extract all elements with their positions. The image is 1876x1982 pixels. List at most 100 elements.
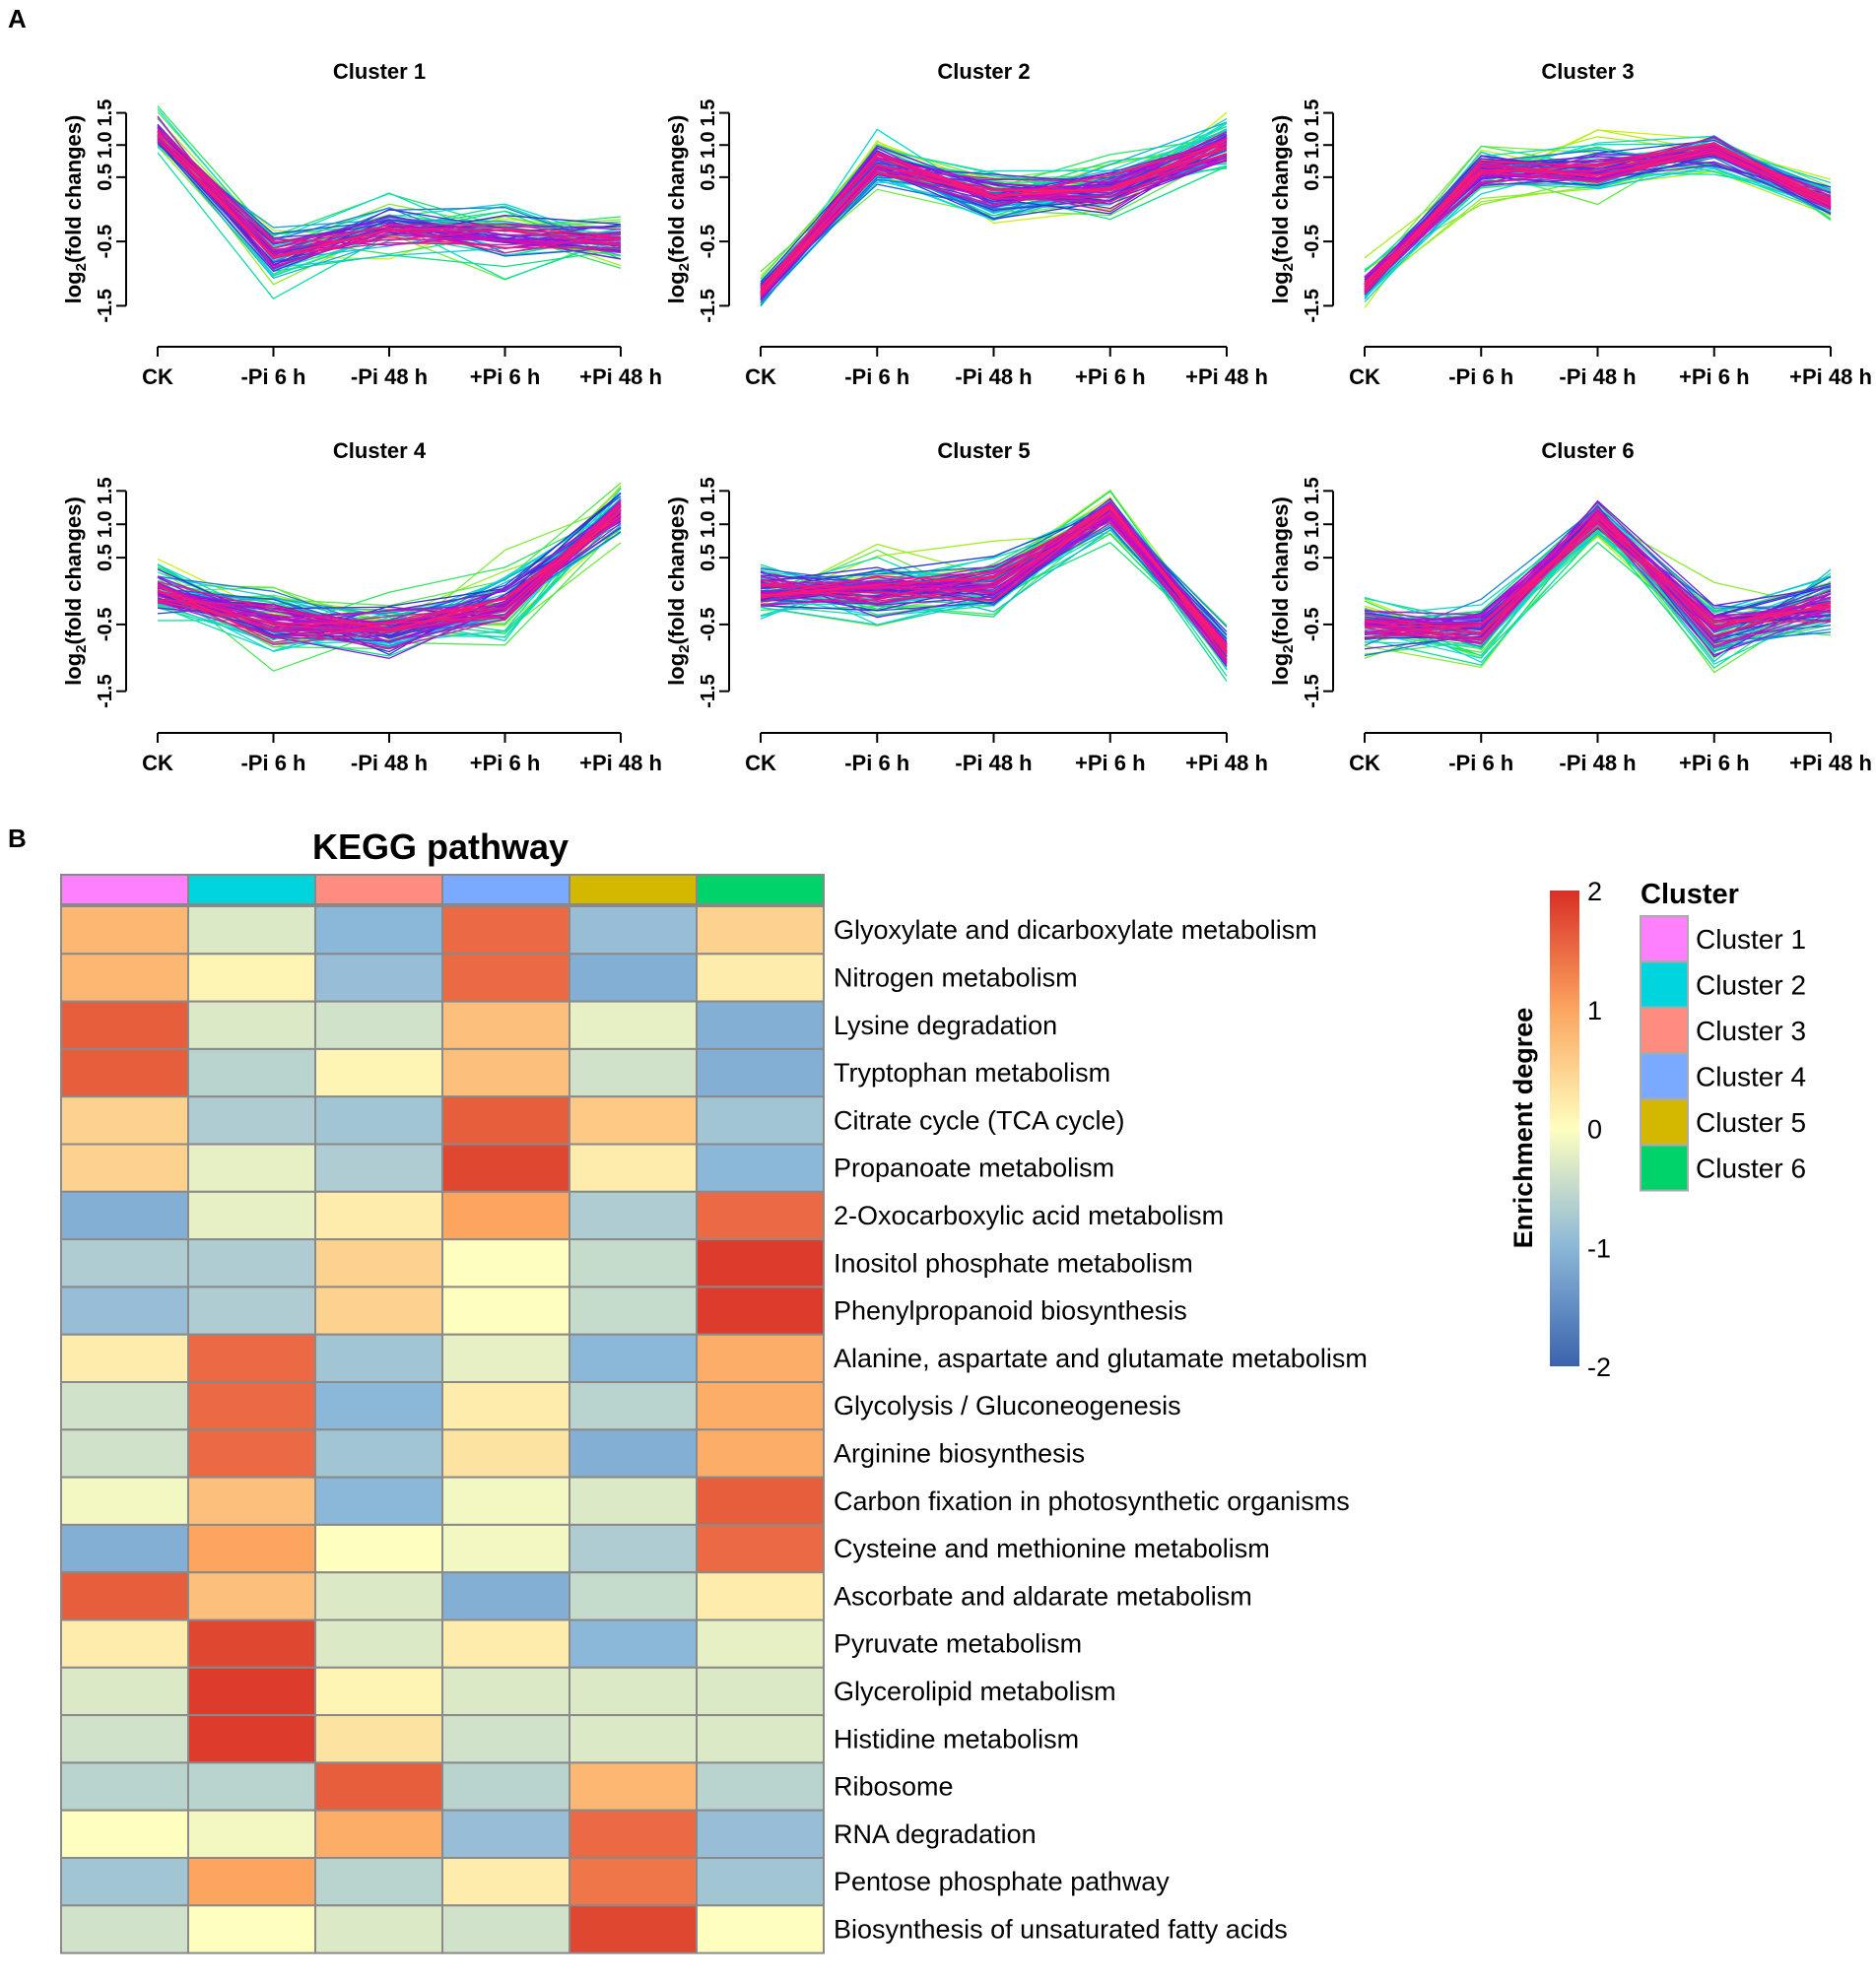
y-tick-label: 1.5 [698,99,719,127]
row-label: Inositol phosphate metabolism [834,1248,1193,1278]
heatmap-cell [60,1714,189,1764]
row-label: Cysteine and methionine metabolism [834,1534,1270,1563]
profile-line [157,132,622,246]
y-axis-label-rest: (fold changes) [1268,496,1293,644]
y-tick-label: -0.5 [1302,608,1323,641]
heatmap-cell [569,1095,698,1146]
row-label: Pyruvate metabolism [834,1629,1082,1659]
profile-line [1364,144,1832,295]
x-tick-label: -Pi 6 h [240,751,305,775]
profile-lines [157,482,622,672]
y-tick-label: 0.5 [1302,164,1323,191]
legend-item: Cluster 1 [1696,924,1806,955]
heatmap-cell [60,1809,189,1860]
heatmap-title: KEGG pathway [312,826,569,867]
annotation-cluster-6 [696,874,825,905]
heatmap-cell [314,1428,443,1479]
heatmap-cell [60,1476,189,1526]
profile-lines [1364,499,1832,674]
y-tick-label: 0.5 [1302,544,1323,571]
profile-line [1364,511,1832,640]
cluster-panel-title: Cluster 2 [937,59,1030,84]
profile-line [157,139,622,259]
y-tick-label: -0.5 [698,608,719,641]
row-label: Tryptophan metabolism [834,1058,1110,1088]
y-tick-label: -1.5 [1302,674,1323,707]
y-axis-label-sub: 2 [73,263,90,271]
y-axis-label: log2(fold changes) [61,496,90,686]
y-tick-label: 0.5 [95,544,116,571]
profile-line [1364,514,1832,641]
profile-line [157,130,622,258]
heatmap-cell [569,1286,698,1336]
heatmap-cell [569,1619,698,1669]
cluster-panel-title: Cluster 3 [1541,59,1634,84]
heatmap-cell [314,1381,443,1431]
panel-label-b: B [8,824,27,853]
heatmap-cell [314,1666,443,1717]
heatmap-cell [441,1381,570,1431]
profile-line [157,514,622,643]
heatmap-cell [187,1047,316,1098]
x-tick-label: CK [142,751,173,775]
x-tick-label: +Pi 6 h [470,364,541,389]
heatmap-cell [187,1714,316,1764]
profile-line [1364,526,1832,637]
profile-line [1364,508,1832,625]
heatmap-cell [569,1809,698,1860]
heatmap-cell [187,1619,316,1669]
x-tick-label: -Pi 48 h [955,364,1032,389]
heatmap-cell [441,1190,570,1241]
profile-line [1364,501,1832,627]
y-axis-label-rest: (fold changes) [61,115,86,263]
y-tick-label: 1.0 [1302,131,1323,159]
profile-line [157,134,622,251]
heatmap-cell [696,1381,825,1431]
heatmap-cell [696,1095,825,1146]
heatmap-cell [569,1381,698,1431]
heatmap-cell [60,1523,189,1574]
profile-line [760,142,1228,289]
heatmap-cell [187,1000,316,1050]
row-label: Nitrogen metabolism [834,962,1078,992]
heatmap-cell [441,1143,570,1193]
x-tick-label: CK [745,364,776,389]
cluster-panel-title: Cluster 1 [333,59,426,84]
heatmap-cells [60,905,825,1954]
y-axis-label-rest: (fold changes) [664,115,689,263]
heatmap-cell [60,1857,189,1907]
legend-item: Cluster 4 [1696,1062,1806,1092]
heatmap-cell [187,1571,316,1621]
profile-line [1364,517,1832,645]
row-label: Pentose phosphate pathway [834,1867,1170,1896]
y-tick-label: 1.0 [95,131,116,159]
heatmap-cell [441,1904,570,1954]
legend-swatch [1640,915,1689,962]
y-tick-label: -0.5 [698,225,719,258]
annotation-cluster-4 [441,874,570,905]
y-axis-label-main: log [664,653,689,686]
heatmap-cell [187,1333,316,1384]
y-tick-label: -1.5 [95,289,116,322]
y-axis-label-main: log [61,653,86,686]
x-tick-label: +Pi 6 h [1075,364,1146,389]
y-tick-label: 1.0 [95,510,116,538]
heatmap-cell [314,1333,443,1384]
cluster-panel-title: Cluster 5 [937,438,1030,463]
heatmap-cell [60,1143,189,1193]
heatmap-cell [441,905,570,956]
x-tick-label: +Pi 48 h [1789,751,1872,775]
y-tick-label: -0.5 [1302,225,1323,258]
heatmap-cell [60,905,189,956]
y-axis-label: log2(fold changes) [1268,115,1297,304]
colorbar-label: Enrichment degree [1508,1008,1538,1249]
colorbar-tick-label: -1 [1587,1233,1611,1263]
x-tick-label: +Pi 48 h [579,751,662,775]
colorbar-tick-label: 1 [1587,996,1602,1025]
heatmap-cell [569,1857,698,1907]
heatmap-cell [441,1761,570,1812]
profile-line [1364,521,1831,628]
